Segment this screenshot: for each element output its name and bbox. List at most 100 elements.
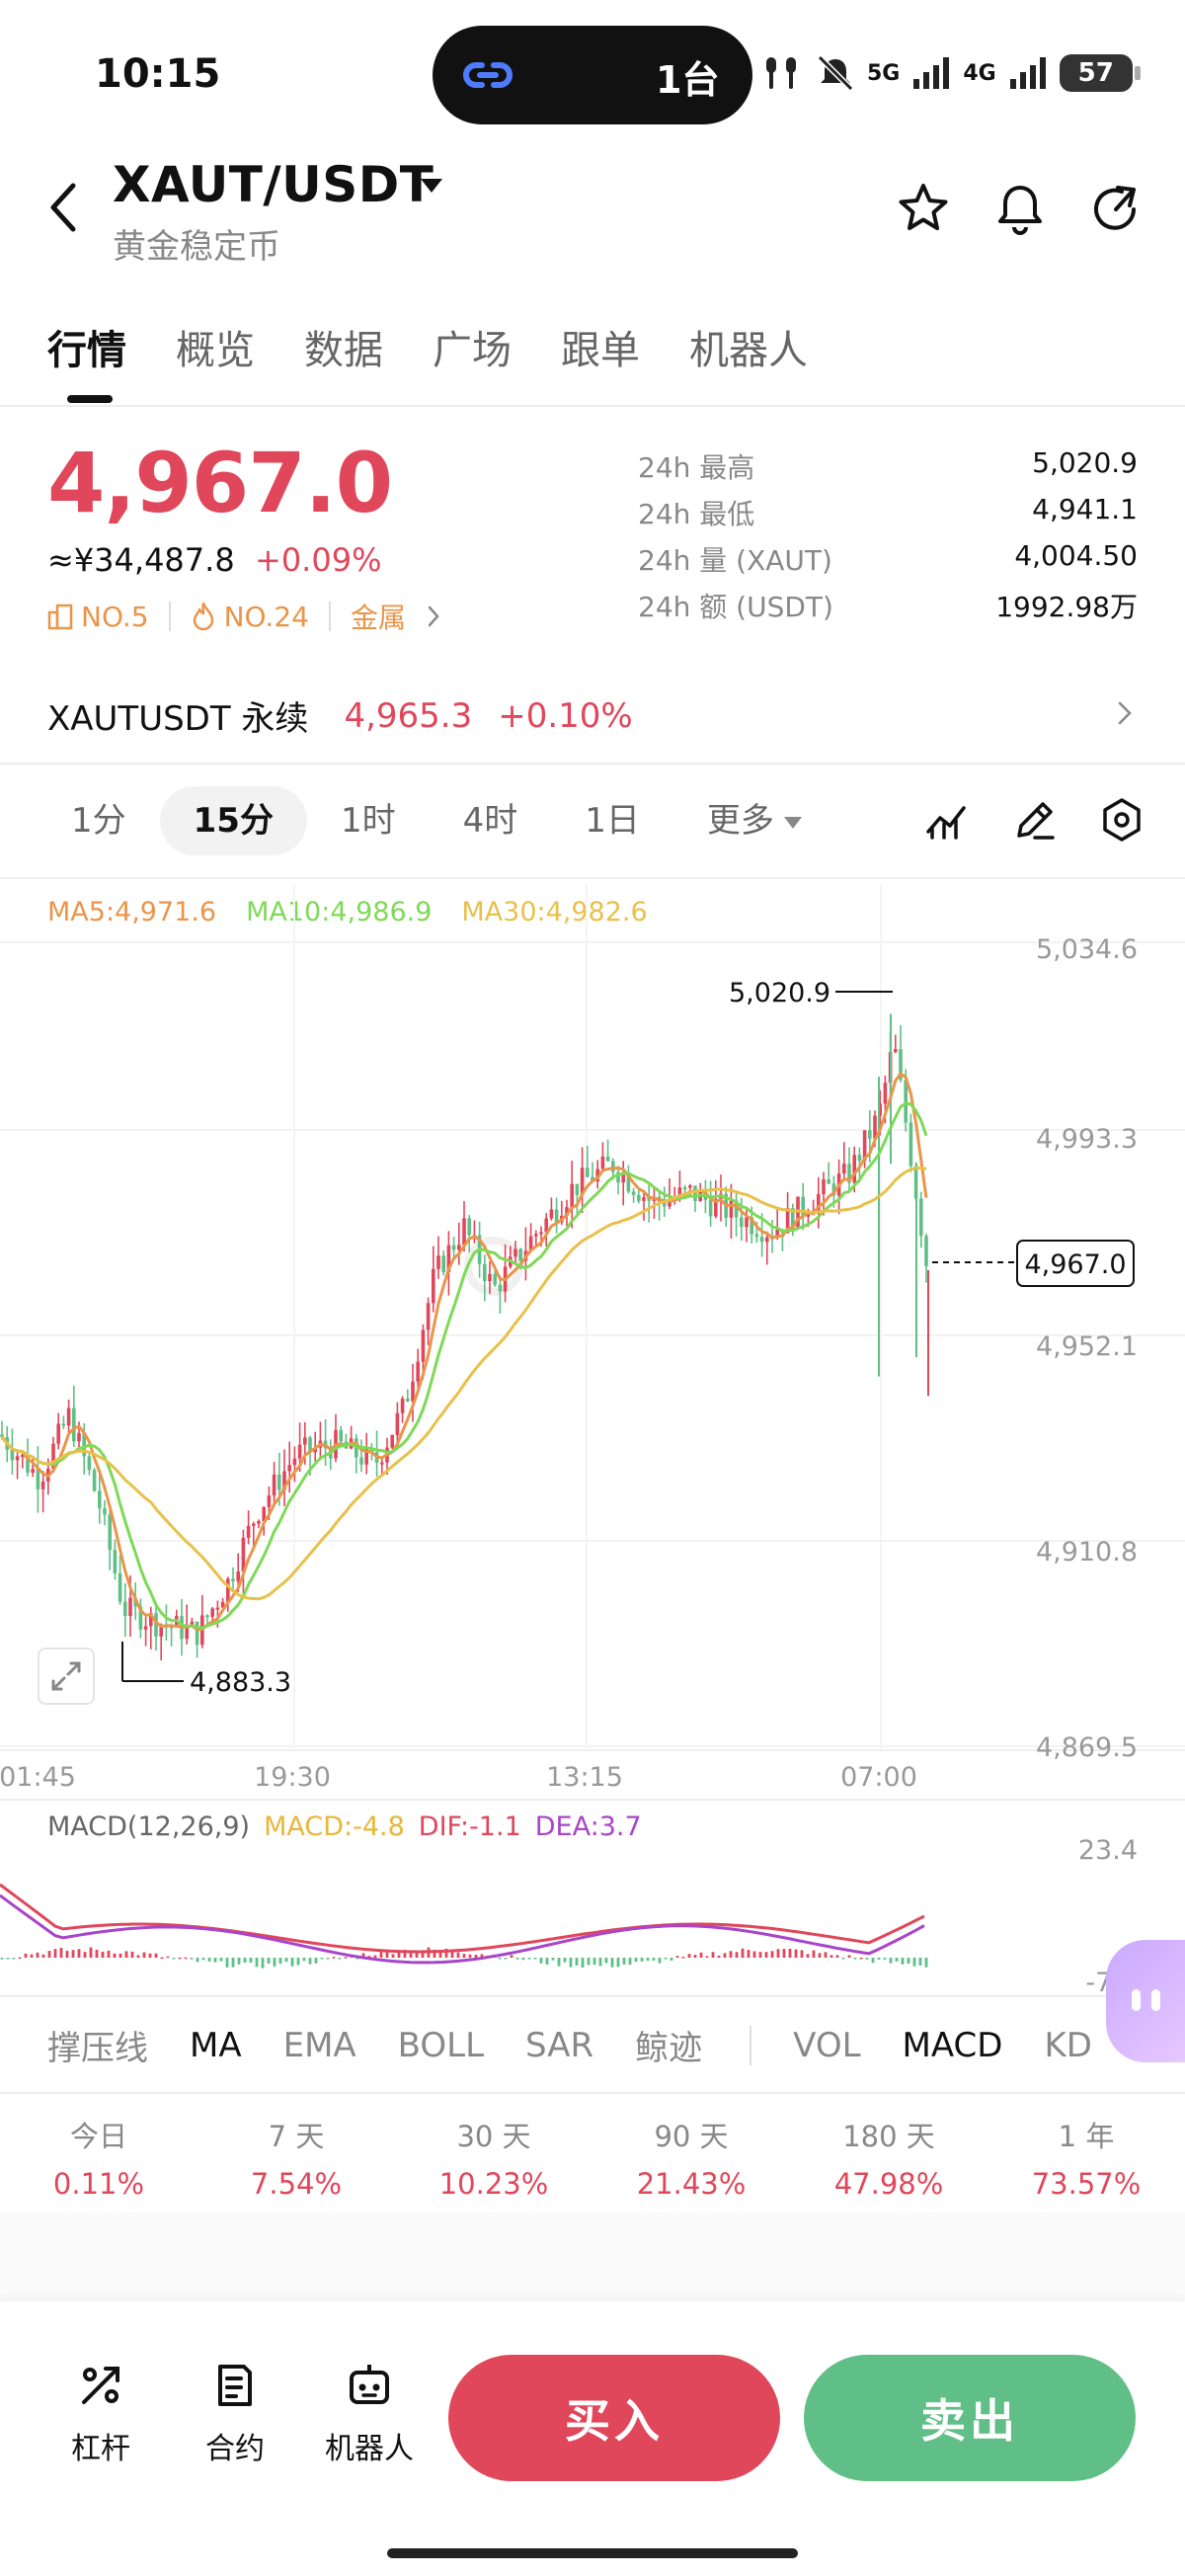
candle-body [873, 1115, 877, 1139]
interval-1h[interactable]: 1时 [340, 801, 396, 841]
leverage-button[interactable]: 杠杆 [41, 2361, 160, 2467]
draw-pen-icon[interactable] [1011, 796, 1059, 844]
perf-label: 30 天 [456, 2120, 531, 2153]
candle-body [72, 1408, 76, 1442]
robot-button[interactable]: 机器人 [310, 2361, 429, 2467]
macd-bar [255, 1958, 259, 1968]
tab-robot[interactable]: 机器人 [689, 328, 808, 373]
candle-body [308, 1437, 312, 1453]
candle-body [642, 1197, 646, 1201]
perpetual-row[interactable]: XAUTUSDT 永续 4,965.3 +0.10% [47, 691, 633, 740]
macd-bar [249, 1958, 253, 1964]
ma30-label: MA30:4,982.6 [461, 897, 648, 927]
signal-icon [913, 57, 950, 89]
candle-body [847, 1164, 851, 1183]
interval-15m[interactable]: 15分 [159, 786, 307, 855]
expand-chart-button[interactable] [38, 1648, 95, 1705]
star-icon[interactable] [895, 180, 952, 237]
bell-icon[interactable] [991, 180, 1049, 237]
candle-body [462, 1218, 466, 1246]
candle-body [436, 1255, 440, 1269]
ind-support-resistance[interactable]: 撑压线 [47, 2029, 148, 2068]
flame-icon [193, 602, 213, 631]
macd-bar [148, 1953, 152, 1958]
caret-down-icon[interactable] [419, 176, 444, 196]
macd-bar [290, 1958, 294, 1967]
last-price: 4,967.0 [47, 435, 393, 531]
macd-bar [681, 1957, 685, 1959]
interval-1m[interactable]: 1分 [71, 801, 126, 841]
sell-button[interactable]: 卖出 [804, 2355, 1136, 2481]
candle-body [745, 1217, 749, 1228]
macd-bar [24, 1953, 28, 1958]
tab-square[interactable]: 广场 [433, 328, 512, 373]
ind-sar[interactable]: SAR [525, 2025, 594, 2065]
candle-body [66, 1408, 71, 1426]
ind-ema[interactable]: EMA [282, 2025, 356, 2065]
contract-button[interactable]: 合约 [176, 2361, 294, 2467]
macd-bar [231, 1958, 235, 1968]
rank-badge[interactable]: NO.5 [47, 601, 149, 633]
candle-body [842, 1164, 846, 1174]
tab-market[interactable]: 行情 [47, 328, 126, 373]
interval-4h[interactable]: 4时 [462, 801, 518, 841]
ind-kd[interactable]: KD [1044, 2025, 1092, 2065]
macd-bar [533, 1958, 537, 1960]
macd-bar [711, 1952, 715, 1958]
ind-whale[interactable]: 鲸迹 [635, 2029, 703, 2068]
candle-body [339, 1429, 343, 1442]
hot-badge[interactable]: NO.24 [191, 601, 309, 633]
stat-value: 5,020.9 [1032, 446, 1138, 479]
interval-1d[interactable]: 1日 [585, 801, 640, 841]
tab-indicator [67, 395, 113, 403]
tab-overview[interactable]: 概览 [176, 328, 255, 373]
cny-price: ≈¥34,487.8 [47, 541, 235, 579]
macd-bar [6, 1958, 10, 1960]
interval-more[interactable]: 更多 [673, 786, 835, 855]
buy-button[interactable]: 买入 [448, 2355, 780, 2481]
macd-bar [190, 1958, 194, 1960]
back-arrow-icon[interactable] [43, 178, 83, 237]
macd-bar [130, 1951, 134, 1958]
macd-bar [178, 1957, 182, 1960]
candle-body [883, 1083, 888, 1104]
candlestick-chart[interactable]: 5,034.6 4,993.3 4,952.1 4,910.8 4,869.5 01:4… [0, 879, 1185, 1995]
candle-body [26, 1454, 30, 1473]
tab-copy-trade[interactable]: 跟单 [561, 328, 640, 373]
pair-title[interactable]: XAUT/USDT [113, 156, 434, 213]
category-badge[interactable]: 金属 [351, 597, 443, 636]
macd-bar [113, 1953, 117, 1958]
perp-name: XAUTUSDT 永续 [47, 699, 309, 739]
tab-data[interactable]: 数据 [304, 328, 383, 373]
perf-today: 今日 0.11% [0, 2114, 198, 2201]
indicator-icon[interactable] [922, 796, 970, 844]
candle-body [21, 1454, 25, 1457]
ind-macd[interactable]: MACD [902, 2025, 1003, 2065]
macd-bar [356, 1958, 359, 1960]
settings-icon[interactable] [1098, 796, 1146, 844]
macd-bar [284, 1958, 288, 1963]
share-icon[interactable] [1086, 180, 1144, 237]
macd-bar [515, 1958, 519, 1960]
y-axis: 5,034.6 4,993.3 4,952.1 4,910.8 4,869.5 [1036, 934, 1138, 1763]
ind-vol[interactable]: VOL [793, 2025, 861, 2065]
candle-body [10, 1449, 15, 1461]
chevron-right-icon[interactable] [1114, 697, 1136, 729]
low-label: 4,883.3 [190, 1667, 291, 1698]
candle-body [98, 1490, 102, 1508]
perf-label: 今日 [69, 2120, 127, 2153]
macd-bar [344, 1957, 348, 1959]
more-label: 更多 [706, 801, 774, 841]
macd-bar [841, 1958, 845, 1960]
perf-value: 7.54% [250, 2167, 343, 2201]
candle-body [390, 1435, 394, 1448]
ind-ma[interactable]: MA [190, 2025, 242, 2065]
assistant-bubble[interactable] [1106, 1940, 1185, 2062]
stat-low: 24h 最低 4,941.1 [638, 493, 1138, 539]
leverage-icon [82, 2367, 119, 2404]
macd-bar [510, 1955, 514, 1958]
candle-body [575, 1183, 580, 1195]
macd-bar [646, 1958, 650, 1961]
ind-boll[interactable]: BOLL [397, 2025, 485, 2065]
y-tick-label: 4,910.8 [1036, 1537, 1138, 1568]
